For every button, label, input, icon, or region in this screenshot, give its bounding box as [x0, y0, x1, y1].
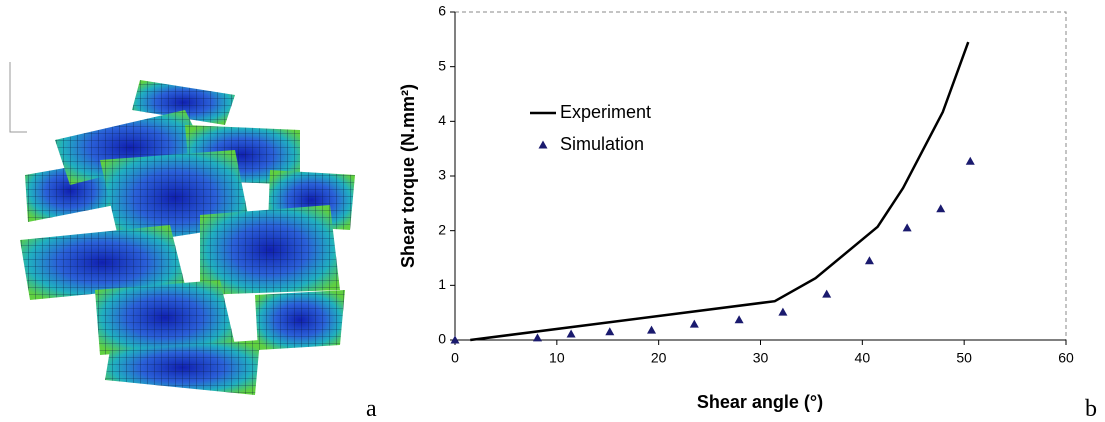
- x-tick-label: 50: [956, 350, 972, 366]
- x-axis-label: Shear angle (°): [697, 392, 823, 412]
- y-tick-label: 2: [438, 221, 446, 237]
- figure: a b Shear angle (°) Shear torque (N.mm²)…: [0, 0, 1105, 422]
- panel-label: b: [1085, 396, 1097, 422]
- y-tick-label: 0: [438, 331, 446, 347]
- y-tick-label: 6: [438, 3, 446, 19]
- simulation-point: [903, 223, 912, 231]
- simulation-point: [533, 333, 542, 341]
- legend-swatch: [539, 141, 548, 149]
- panel-label: a: [366, 396, 377, 422]
- mesh-image: [10, 62, 355, 395]
- plot-border: [455, 12, 1066, 340]
- x-tick-label: 60: [1058, 350, 1074, 366]
- y-tick-label: 3: [438, 167, 446, 183]
- simulation-point: [690, 320, 699, 328]
- simulation-point: [605, 327, 614, 335]
- simulation-point: [778, 308, 787, 316]
- simulation-point: [822, 290, 831, 298]
- y-tick-label: 4: [438, 112, 446, 128]
- y-axis-label: Shear torque (N.mm²): [398, 84, 418, 268]
- legend-label: Simulation: [560, 134, 644, 154]
- simulation-point: [966, 157, 975, 165]
- simulation-point: [567, 329, 576, 337]
- simulation-point: [647, 326, 656, 334]
- simulation-point: [865, 256, 874, 264]
- y-tick-label: 1: [438, 276, 446, 292]
- y-tick-label: 5: [438, 57, 446, 73]
- simulation-point: [936, 204, 945, 212]
- x-tick-label: 40: [855, 350, 871, 366]
- legend-label: Experiment: [560, 102, 651, 122]
- x-tick-label: 10: [549, 350, 565, 366]
- x-tick-label: 0: [451, 350, 459, 366]
- experiment-line: [470, 42, 968, 340]
- x-tick-label: 30: [753, 350, 769, 366]
- simulation-point: [735, 315, 744, 323]
- x-tick-label: 20: [651, 350, 667, 366]
